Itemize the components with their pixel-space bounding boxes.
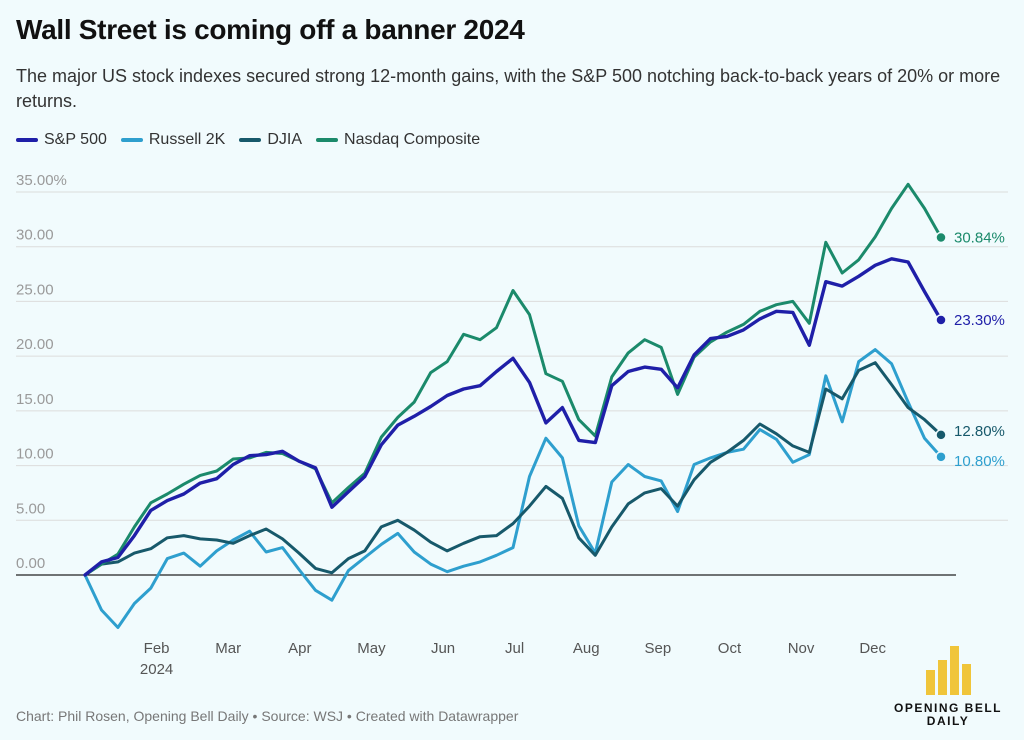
x-tick-label: May (357, 640, 386, 657)
legend-label-sp500: S&P 500 (44, 131, 107, 148)
end-marker-russell-2k (935, 451, 947, 463)
chart-subtitle: The major US stock indexes secured stron… (16, 66, 1001, 111)
series-line-s-p-500 (83, 257, 943, 577)
x-tick-label: Feb (144, 640, 170, 657)
y-tick-label: 35.00% (16, 172, 67, 189)
legend-item-sp500: S&P 500 (16, 131, 107, 149)
legend-item-nasdaq: Nasdaq Composite (316, 131, 480, 149)
bell-bars-icon (926, 646, 971, 695)
end-marker-djia (935, 429, 947, 441)
legend: S&P 500 Russell 2K DJIA Nasdaq Composite (16, 131, 480, 149)
end-label-russell-2k: 10.80% (954, 453, 1005, 470)
legend-label-russell: Russell 2K (148, 131, 226, 148)
logo-line2: DAILY (926, 714, 970, 728)
legend-label-nasdaq: Nasdaq Composite (344, 131, 481, 148)
y-tick-label: 25.00 (16, 281, 54, 298)
y-tick-label: 5.00 (16, 500, 45, 517)
chart-title: Wall Street is coming off a banner 2024 (16, 14, 525, 45)
opening-bell-logo: OPENING BELL DAILY (888, 640, 1008, 735)
x-tick-label: Nov (788, 640, 815, 657)
legend-swatch-russell (120, 138, 143, 142)
x-tick-label: Aug (573, 640, 600, 657)
x-tick-label: Mar (215, 640, 241, 657)
end-label-s-p-500: 23.30% (954, 312, 1005, 329)
y-tick-label: 20.00 (16, 336, 54, 353)
y-tick-label: 30.00 (16, 227, 54, 244)
series-line-russell-2k (83, 348, 943, 629)
legend-item-djia: DJIA (239, 131, 302, 149)
legend-item-russell: Russell 2K (120, 131, 226, 149)
y-tick-label: 10.00 (16, 446, 54, 463)
line-chart: 0.00 5.00 10.00 15.00 20.00 25.00 30.00 35.00% F… (16, 172, 1008, 678)
legend-label-djia: DJIA (267, 131, 303, 148)
y-tick-label: 0.00 (16, 555, 45, 572)
x-tick-label: Jul (505, 640, 524, 657)
end-marker-s-p-500 (935, 314, 947, 326)
logo-text: OPENING BELL DAILY (888, 702, 1008, 728)
x-tick-label: Oct (718, 640, 742, 657)
series-line-nasdaq-composite (83, 182, 943, 577)
x-tick-label: Sep (645, 640, 672, 657)
legend-swatch-djia (239, 138, 262, 142)
logo-line1: OPENING BELL (893, 701, 1002, 715)
x-tick-label: Jun (431, 640, 455, 657)
y-tick-label: 15.00 (16, 391, 54, 408)
end-label-nasdaq-composite: 30.84% (954, 230, 1005, 247)
x-tick-label: Dec (859, 640, 886, 657)
end-label-djia: 12.80% (954, 423, 1005, 440)
x-tick-label: Apr (288, 640, 311, 657)
legend-swatch-nasdaq (316, 138, 339, 142)
x-year-label: 2024 (140, 661, 173, 678)
series-line-djia (83, 361, 943, 577)
legend-swatch-sp500 (16, 138, 38, 142)
end-marker-nasdaq-composite (935, 231, 947, 244)
source-credit: Chart: Phil Rosen, Opening Bell Daily • … (16, 708, 519, 724)
